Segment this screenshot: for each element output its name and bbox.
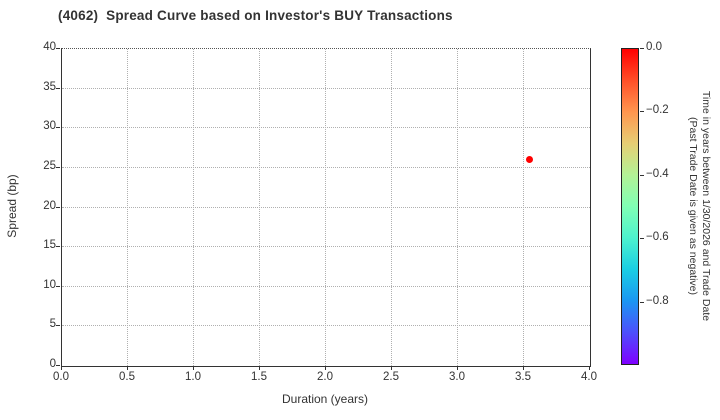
y-tick-mark: [56, 325, 60, 327]
y-tick-mark: [56, 127, 60, 129]
y-tick-label: 20: [43, 199, 56, 212]
colorbar-tick-label: 0.0: [646, 41, 662, 53]
x-tick-mark: [457, 366, 458, 370]
y-gridline: [62, 285, 590, 287]
colorbar: [621, 48, 639, 365]
y-tick-label: 0: [49, 358, 56, 370]
x-tick-mark: [259, 366, 260, 370]
x-tick-mark: [523, 366, 524, 370]
colorbar-label: Time in years between 1/30/2026 and Trad…: [686, 56, 712, 356]
x-tick-label: 2.0: [317, 371, 333, 383]
colorbar-tick-label: −0.2: [646, 104, 669, 117]
x-tick-label: 1.5: [251, 371, 267, 383]
x-tick-label: 4.0: [581, 371, 597, 383]
x-gridline: [127, 49, 128, 366]
y-gridline: [62, 325, 590, 327]
x-tick-mark: [391, 366, 392, 370]
plot-area: [61, 48, 591, 367]
y-gridline: [62, 166, 590, 168]
x-tick-mark: [589, 366, 590, 370]
y-gridline: [62, 127, 590, 129]
x-axis-label: Duration (years): [281, 392, 369, 406]
y-gridline: [62, 206, 590, 208]
y-tick-mark: [56, 166, 60, 168]
x-tick-mark: [193, 366, 194, 370]
colorbar-tick-mark: [640, 174, 644, 176]
x-tick-label: 2.5: [383, 371, 399, 383]
y-tick-label: 30: [43, 120, 56, 133]
colorbar-tick-label: −0.4: [646, 167, 669, 180]
colorbar-tick-label: −0.8: [646, 294, 669, 307]
x-gridline: [523, 49, 524, 366]
x-tick-label: 1.0: [185, 371, 201, 383]
x-tick-label: 0.0: [53, 371, 69, 383]
colorbar-tick-label: −0.6: [646, 231, 669, 244]
colorbar-tick-mark: [640, 301, 644, 303]
y-tick-label: 35: [43, 80, 56, 93]
x-gridline: [325, 49, 326, 366]
x-tick-label: 3.5: [515, 371, 531, 383]
colorbar-label-line1: Time in years between 1/30/2026 and Trad…: [700, 90, 712, 322]
colorbar-tick-mark: [640, 111, 644, 113]
x-gridline: [193, 49, 194, 366]
x-tick-label: 3.0: [449, 371, 465, 383]
y-tick-mark: [56, 206, 60, 208]
x-tick-mark: [61, 366, 62, 370]
y-tick-mark: [56, 285, 60, 287]
x-gridline: [259, 49, 260, 366]
colorbar-label-line2: (Past Trade Date is given as negative): [687, 116, 699, 295]
y-tick-mark: [56, 48, 60, 49]
colorbar-tick-mark: [640, 48, 644, 49]
y-tick-label: 40: [43, 41, 56, 53]
colorbar-tick-mark: [640, 238, 644, 240]
data-point: [526, 156, 534, 164]
x-tick-mark: [127, 366, 128, 370]
y-tick-label: 5: [49, 318, 56, 331]
chart-title: (4062) Spread Curve based on Investor's …: [58, 8, 453, 23]
y-tick-label: 15: [43, 239, 56, 252]
y-tick-mark: [56, 246, 60, 248]
y-tick-label: 10: [43, 278, 56, 291]
y-tick-mark: [56, 87, 60, 89]
x-tick-label: 0.5: [119, 371, 135, 383]
y-gridline: [62, 87, 590, 89]
y-gridline: [62, 246, 590, 248]
y-tick-mark: [56, 365, 60, 366]
y-tick-label: 25: [43, 159, 56, 172]
x-tick-mark: [325, 366, 326, 370]
x-gridline: [457, 49, 458, 366]
x-gridline: [391, 49, 392, 366]
